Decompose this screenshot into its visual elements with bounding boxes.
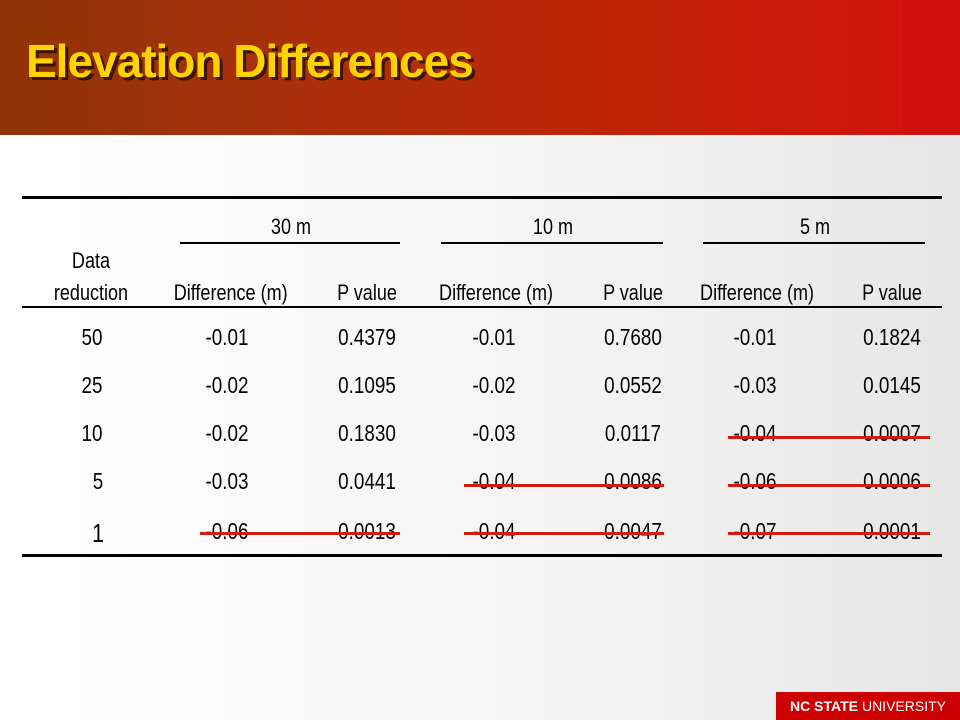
group-header-30m: 30 m [270, 214, 312, 239]
footer-brand-bold: NC STATE [790, 698, 858, 714]
row-1-reduction: 50 [81, 324, 103, 350]
row-1-p-10m: 0.7680 [604, 324, 662, 350]
strike-row-4-5m [728, 484, 930, 487]
table-top-rule [22, 196, 942, 199]
header-pvalue-10m: P value [603, 280, 663, 305]
row-5-diff-10m: -0.04 [472, 518, 516, 544]
university-footer: NC STATE UNIVERSITY [776, 692, 960, 720]
row-2-diff-5m: -0.03 [733, 372, 777, 398]
row-2-p-10m: 0.0552 [604, 372, 662, 398]
group-underline-5m [703, 242, 925, 244]
row-4-diff-5m: -0.06 [733, 468, 777, 494]
row-3-reduction: 10 [81, 420, 103, 446]
row-4-p-10m: 0.0086 [604, 468, 662, 494]
row-3-diff-5m: -0.04 [733, 420, 777, 446]
group-header-10m: 10 m [532, 214, 574, 239]
header-difference-10m: Difference (m) [439, 280, 554, 305]
footer-brand-rest: UNIVERSITY [861, 698, 946, 714]
row-1-p-5m: 0.1824 [863, 324, 921, 350]
row-3-p-30m: 0.1830 [338, 420, 396, 446]
row-1-p-30m: 0.4379 [338, 324, 396, 350]
row-4-p-30m: 0.0441 [338, 468, 396, 494]
group-underline-10m [441, 242, 663, 244]
header-difference-30m: Difference (m) [173, 280, 288, 305]
row-5-p-30m: 0.0013 [338, 518, 396, 544]
group-underline-30m [180, 242, 400, 244]
row-5-p-10m: 0.0047 [604, 518, 662, 544]
row-5-diff-30m: -0.06 [205, 518, 249, 544]
row-3-diff-10m: -0.03 [472, 420, 516, 446]
row-2-diff-30m: -0.02 [205, 372, 249, 398]
row-1-diff-10m: -0.01 [472, 324, 516, 350]
header-reduction: reduction [53, 280, 129, 305]
row-2-reduction: 25 [81, 372, 103, 398]
row-3-diff-30m: -0.02 [205, 420, 249, 446]
row-2-p-5m: 0.0145 [863, 372, 921, 398]
row-5-diff-5m: -0.07 [733, 518, 777, 544]
strike-row-5-30m [200, 532, 400, 535]
row-4-diff-30m: -0.03 [205, 468, 249, 494]
row-3-p-5m: 0.0007 [863, 420, 921, 446]
strike-row-5-10m [464, 532, 664, 535]
table-bottom-rule [22, 554, 942, 557]
strike-row-3-5m [728, 436, 930, 439]
row-4-reduction: 5 [92, 468, 104, 494]
row-5-reduction: 1 [92, 518, 104, 548]
header-pvalue-5m: P value [862, 280, 922, 305]
row-5-p-5m: 0.0001 [863, 518, 921, 544]
row-4-diff-10m: -0.04 [472, 468, 516, 494]
title-banner [0, 0, 960, 135]
table-header-rule [22, 306, 942, 308]
strike-row-4-10m [464, 484, 664, 487]
header-difference-5m: Difference (m) [700, 280, 815, 305]
slide-title: Elevation Differences [26, 35, 474, 87]
header-data: Data [71, 248, 111, 273]
row-1-diff-30m: -0.01 [205, 324, 249, 350]
row-2-p-30m: 0.1095 [338, 372, 396, 398]
row-2-diff-10m: -0.02 [472, 372, 516, 398]
row-1-diff-5m: -0.01 [733, 324, 777, 350]
strike-row-5-5m [728, 532, 930, 535]
row-3-p-10m: 0.0117 [604, 420, 662, 446]
header-pvalue-30m: P value [337, 280, 397, 305]
group-header-5m: 5 m [799, 214, 831, 239]
row-4-p-5m: 0.0006 [863, 468, 921, 494]
